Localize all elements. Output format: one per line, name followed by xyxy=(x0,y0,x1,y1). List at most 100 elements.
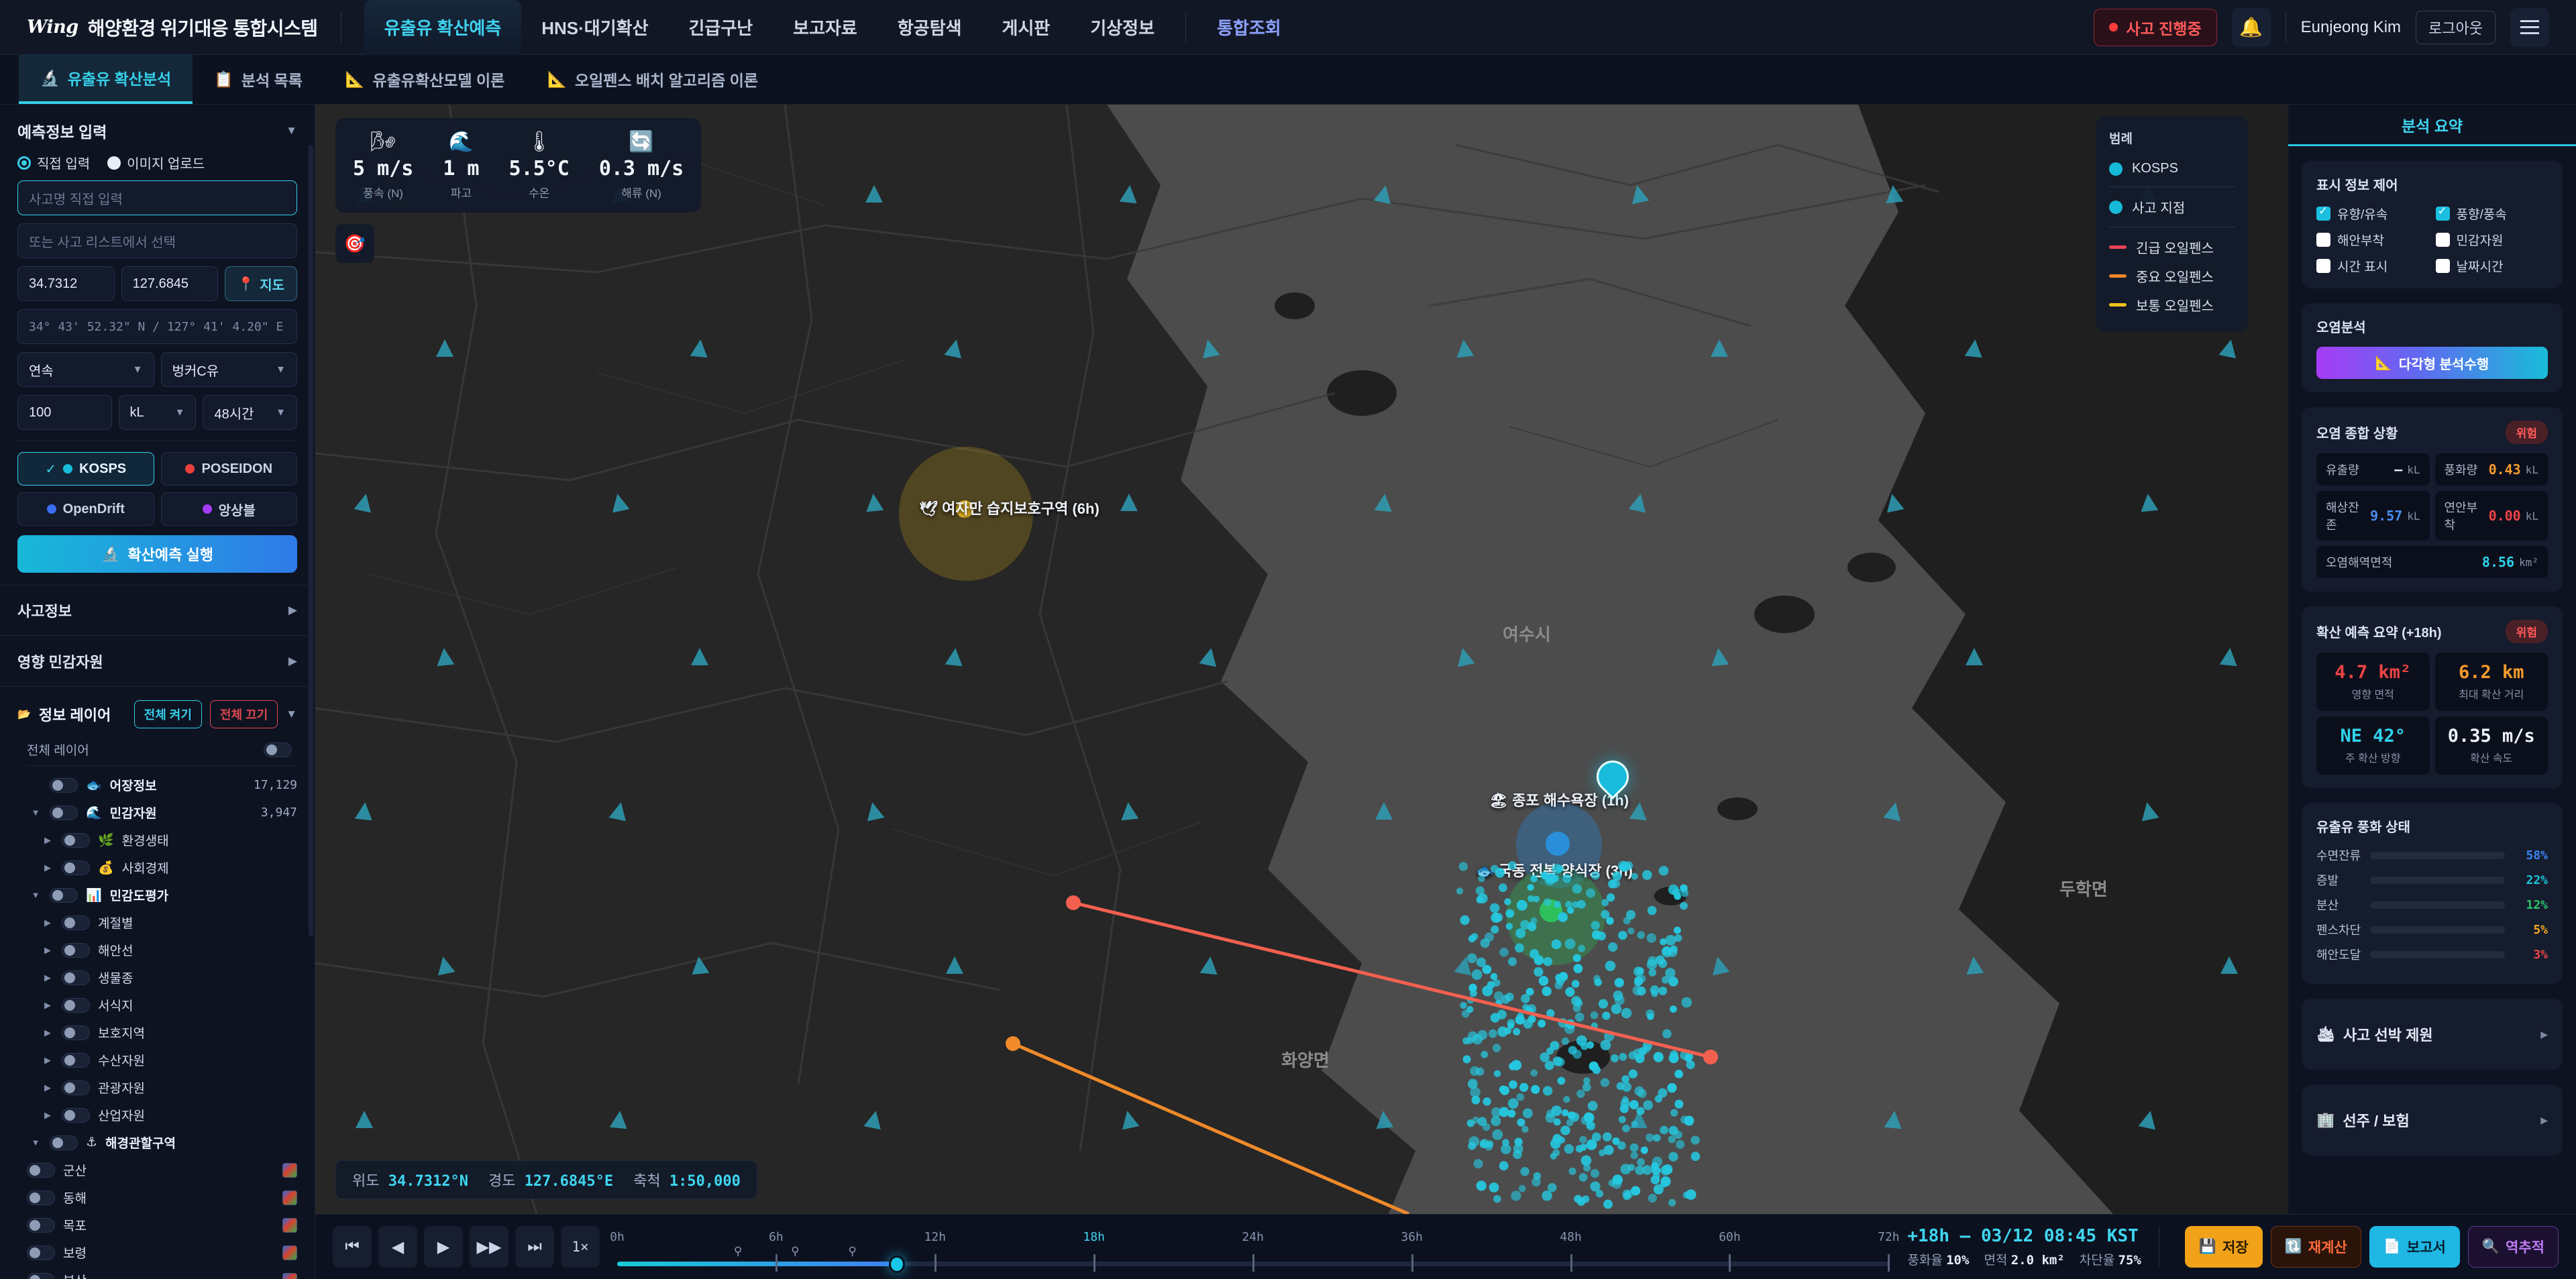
logout-button[interactable]: 로그아웃 xyxy=(2416,10,2496,44)
region-toggle[interactable] xyxy=(27,1217,55,1233)
model-kosps[interactable]: ✓ KOSPS xyxy=(17,452,154,486)
map-canvas[interactable]: 여수시 화양면 두학면 🕊 여자만 습지보호구역 (6h) 🏖 종포 해수욕장 (1… xyxy=(315,105,2288,1214)
model-poseidon[interactable]: POSEIDON xyxy=(160,452,297,486)
status-badge[interactable]: 사고 진행중 xyxy=(2094,8,2217,46)
color-swatch-icon[interactable] xyxy=(282,1272,297,1279)
color-swatch-icon[interactable] xyxy=(282,1162,297,1178)
layer-toggle[interactable] xyxy=(62,1052,90,1068)
prediction-input-header[interactable]: 예측정보 입력 ▼ xyxy=(0,105,315,150)
region-row[interactable]: 목포 xyxy=(0,1211,315,1239)
expand-icon[interactable]: ▼ xyxy=(31,890,40,900)
timeline-track[interactable]: 0h 6h 12h 18h 24h 36h 48h 60h 72h ⚲ ⚲ ⚲ xyxy=(610,1226,1900,1273)
region-row[interactable]: 동해 xyxy=(0,1184,315,1211)
expand-icon[interactable]: ▶ xyxy=(44,834,51,845)
layer-row[interactable]: ▶ 서식지 xyxy=(0,991,315,1019)
chevron-down-icon-6[interactable]: ▼ xyxy=(286,708,297,720)
expand-icon[interactable]: ▼ xyxy=(31,1137,40,1148)
expand-icon[interactable]: ▶ xyxy=(44,972,51,983)
left-scrollbar[interactable] xyxy=(309,145,313,936)
expand-icon[interactable]: ▶ xyxy=(44,1109,51,1120)
amount-input[interactable]: 100 xyxy=(17,395,112,430)
incident-select[interactable]: 또는 사고 리스트에서 선택 xyxy=(17,223,297,258)
report-button[interactable]: 📄 보고서 xyxy=(2369,1226,2460,1268)
layer-row[interactable]: ▼ 🌊 민감자원 3,947 xyxy=(0,799,315,826)
accordion-sensitive-resources[interactable]: 영향 민감자원 ▶ xyxy=(0,636,315,687)
tab-boom-algorithm-theory[interactable]: 📐 오일펜스 배치 알고리즘 이론 xyxy=(526,54,780,104)
timeline-handle[interactable] xyxy=(888,1256,905,1273)
layer-toggle[interactable] xyxy=(62,970,90,985)
region-toggle[interactable] xyxy=(27,1245,55,1260)
layer-row[interactable]: ▼ ⚓ 해경관할구역 xyxy=(0,1129,315,1156)
layer-toggle[interactable] xyxy=(50,777,78,793)
hamburger-icon[interactable] xyxy=(2510,7,2549,47)
radio-direct-input[interactable]: 직접 입력 xyxy=(17,153,90,172)
tab-spill-analysis[interactable]: 🔬 유출유 확산분석 xyxy=(19,54,193,104)
layer-row[interactable]: ▶ 💰 사회경제 xyxy=(0,854,315,881)
layer-row[interactable]: ▶ 보호지역 xyxy=(0,1019,315,1046)
run-prediction-button[interactable]: 🔬 확산예측 실행 xyxy=(17,535,297,573)
region-toggle[interactable] xyxy=(27,1190,55,1205)
duration-select[interactable]: 48시간 ▼ xyxy=(203,395,297,430)
layer-row[interactable]: ▼ 📊 민감도평가 xyxy=(0,881,315,909)
color-swatch-icon[interactable] xyxy=(282,1217,297,1233)
all-layers-on-button[interactable]: 전체 켜기 xyxy=(133,700,202,728)
layer-toggle[interactable] xyxy=(62,997,90,1013)
display-checkbox[interactable]: 날짜시간 xyxy=(2435,257,2548,275)
jump-start-button[interactable]: ⏮ xyxy=(333,1226,372,1268)
expand-icon[interactable]: ▶ xyxy=(44,917,51,928)
region-row[interactable]: 부산 xyxy=(0,1266,315,1279)
layer-toggle[interactable] xyxy=(62,1107,90,1123)
model-ensemble[interactable]: 앙상블 xyxy=(160,492,297,526)
tab-model-theory[interactable]: 📐 유출유확산모델 이론 xyxy=(324,54,526,104)
layer-row[interactable]: 🐟 어장정보 17,129 xyxy=(0,771,315,799)
layer-row[interactable]: ▶ 계절별 xyxy=(0,909,315,936)
display-checkbox[interactable]: 해안부착 xyxy=(2316,231,2429,249)
nav-item-integrated-search[interactable]: 통합조회 xyxy=(1217,18,1281,38)
bell-icon[interactable]: 🔔 xyxy=(2231,7,2271,47)
layer-row[interactable]: ▶ 산업자원 xyxy=(0,1101,315,1129)
layer-toggle[interactable] xyxy=(50,887,78,903)
expand-icon[interactable]: ▼ xyxy=(31,808,40,818)
radio-image-upload[interactable]: 이미지 업로드 xyxy=(107,153,205,172)
display-checkbox[interactable]: 시간 표시 xyxy=(2316,257,2429,275)
expand-icon[interactable]: ▶ xyxy=(44,1082,51,1093)
layer-row[interactable]: ▶ 🌿 환경생태 xyxy=(0,826,315,854)
fast-forward-button[interactable]: ▶▶ xyxy=(470,1226,508,1268)
layer-toggle[interactable] xyxy=(62,915,90,930)
chevron-down-icon[interactable]: ▼ xyxy=(286,124,297,137)
expand-icon[interactable]: ▶ xyxy=(44,944,51,955)
region-toggle[interactable] xyxy=(27,1272,55,1279)
nav-item-rescue[interactable]: 긴급구난 xyxy=(688,18,753,38)
save-button[interactable]: 💾 저장 xyxy=(2184,1226,2263,1268)
layer-toggle[interactable] xyxy=(62,942,90,958)
layer-toggle[interactable] xyxy=(62,1080,90,1095)
model-opendrift[interactable]: OpenDrift xyxy=(17,492,154,526)
jump-end-button[interactable]: ⏭ xyxy=(515,1226,554,1268)
layer-row[interactable]: ▶ 관광자원 xyxy=(0,1074,315,1101)
layer-toggle[interactable] xyxy=(62,1025,90,1040)
playback-speed-button[interactable]: 1× xyxy=(561,1226,600,1268)
all-layers-toggle[interactable] xyxy=(264,742,292,757)
expand-icon[interactable]: ▶ xyxy=(44,862,51,873)
nav-item-hns[interactable]: HNS·대기확산 xyxy=(541,18,649,38)
polygon-analysis-button[interactable]: 📐 다각형 분석수행 xyxy=(2316,347,2548,379)
latitude-input[interactable]: 34.7312 xyxy=(17,266,115,301)
nav-item-weather[interactable]: 기상정보 xyxy=(1090,18,1155,38)
recalculate-button[interactable]: 🔃 재계산 xyxy=(2270,1226,2361,1268)
layer-row[interactable]: ▶ 생물종 xyxy=(0,964,315,991)
layer-row[interactable]: ▶ 수산자원 xyxy=(0,1046,315,1074)
all-layers-off-button[interactable]: 전체 끄기 xyxy=(209,700,278,728)
nav-item-board[interactable]: 게시판 xyxy=(1002,18,1051,38)
nav-item-oil-spill[interactable]: 유출유 확산예측 xyxy=(364,0,522,55)
oil-type-select[interactable]: 벙커C유 ▼ xyxy=(160,352,297,387)
release-type-select[interactable]: 연속 ▼ xyxy=(17,352,154,387)
target-icon[interactable]: 🎯 xyxy=(335,224,374,263)
nav-item-air-search[interactable]: 항공탐색 xyxy=(897,18,962,38)
tab-analysis-list[interactable]: 📋 분석 목록 xyxy=(193,54,324,104)
backtrack-button[interactable]: 🔍 역추적 xyxy=(2467,1226,2559,1268)
play-button[interactable]: ▶ xyxy=(424,1226,463,1268)
map-pick-button[interactable]: 📍 지도 xyxy=(225,266,297,301)
layer-toggle[interactable] xyxy=(50,805,78,820)
nav-item-reports[interactable]: 보고자료 xyxy=(793,18,857,38)
incident-name-input[interactable]: 사고명 직접 입력 xyxy=(17,180,297,215)
